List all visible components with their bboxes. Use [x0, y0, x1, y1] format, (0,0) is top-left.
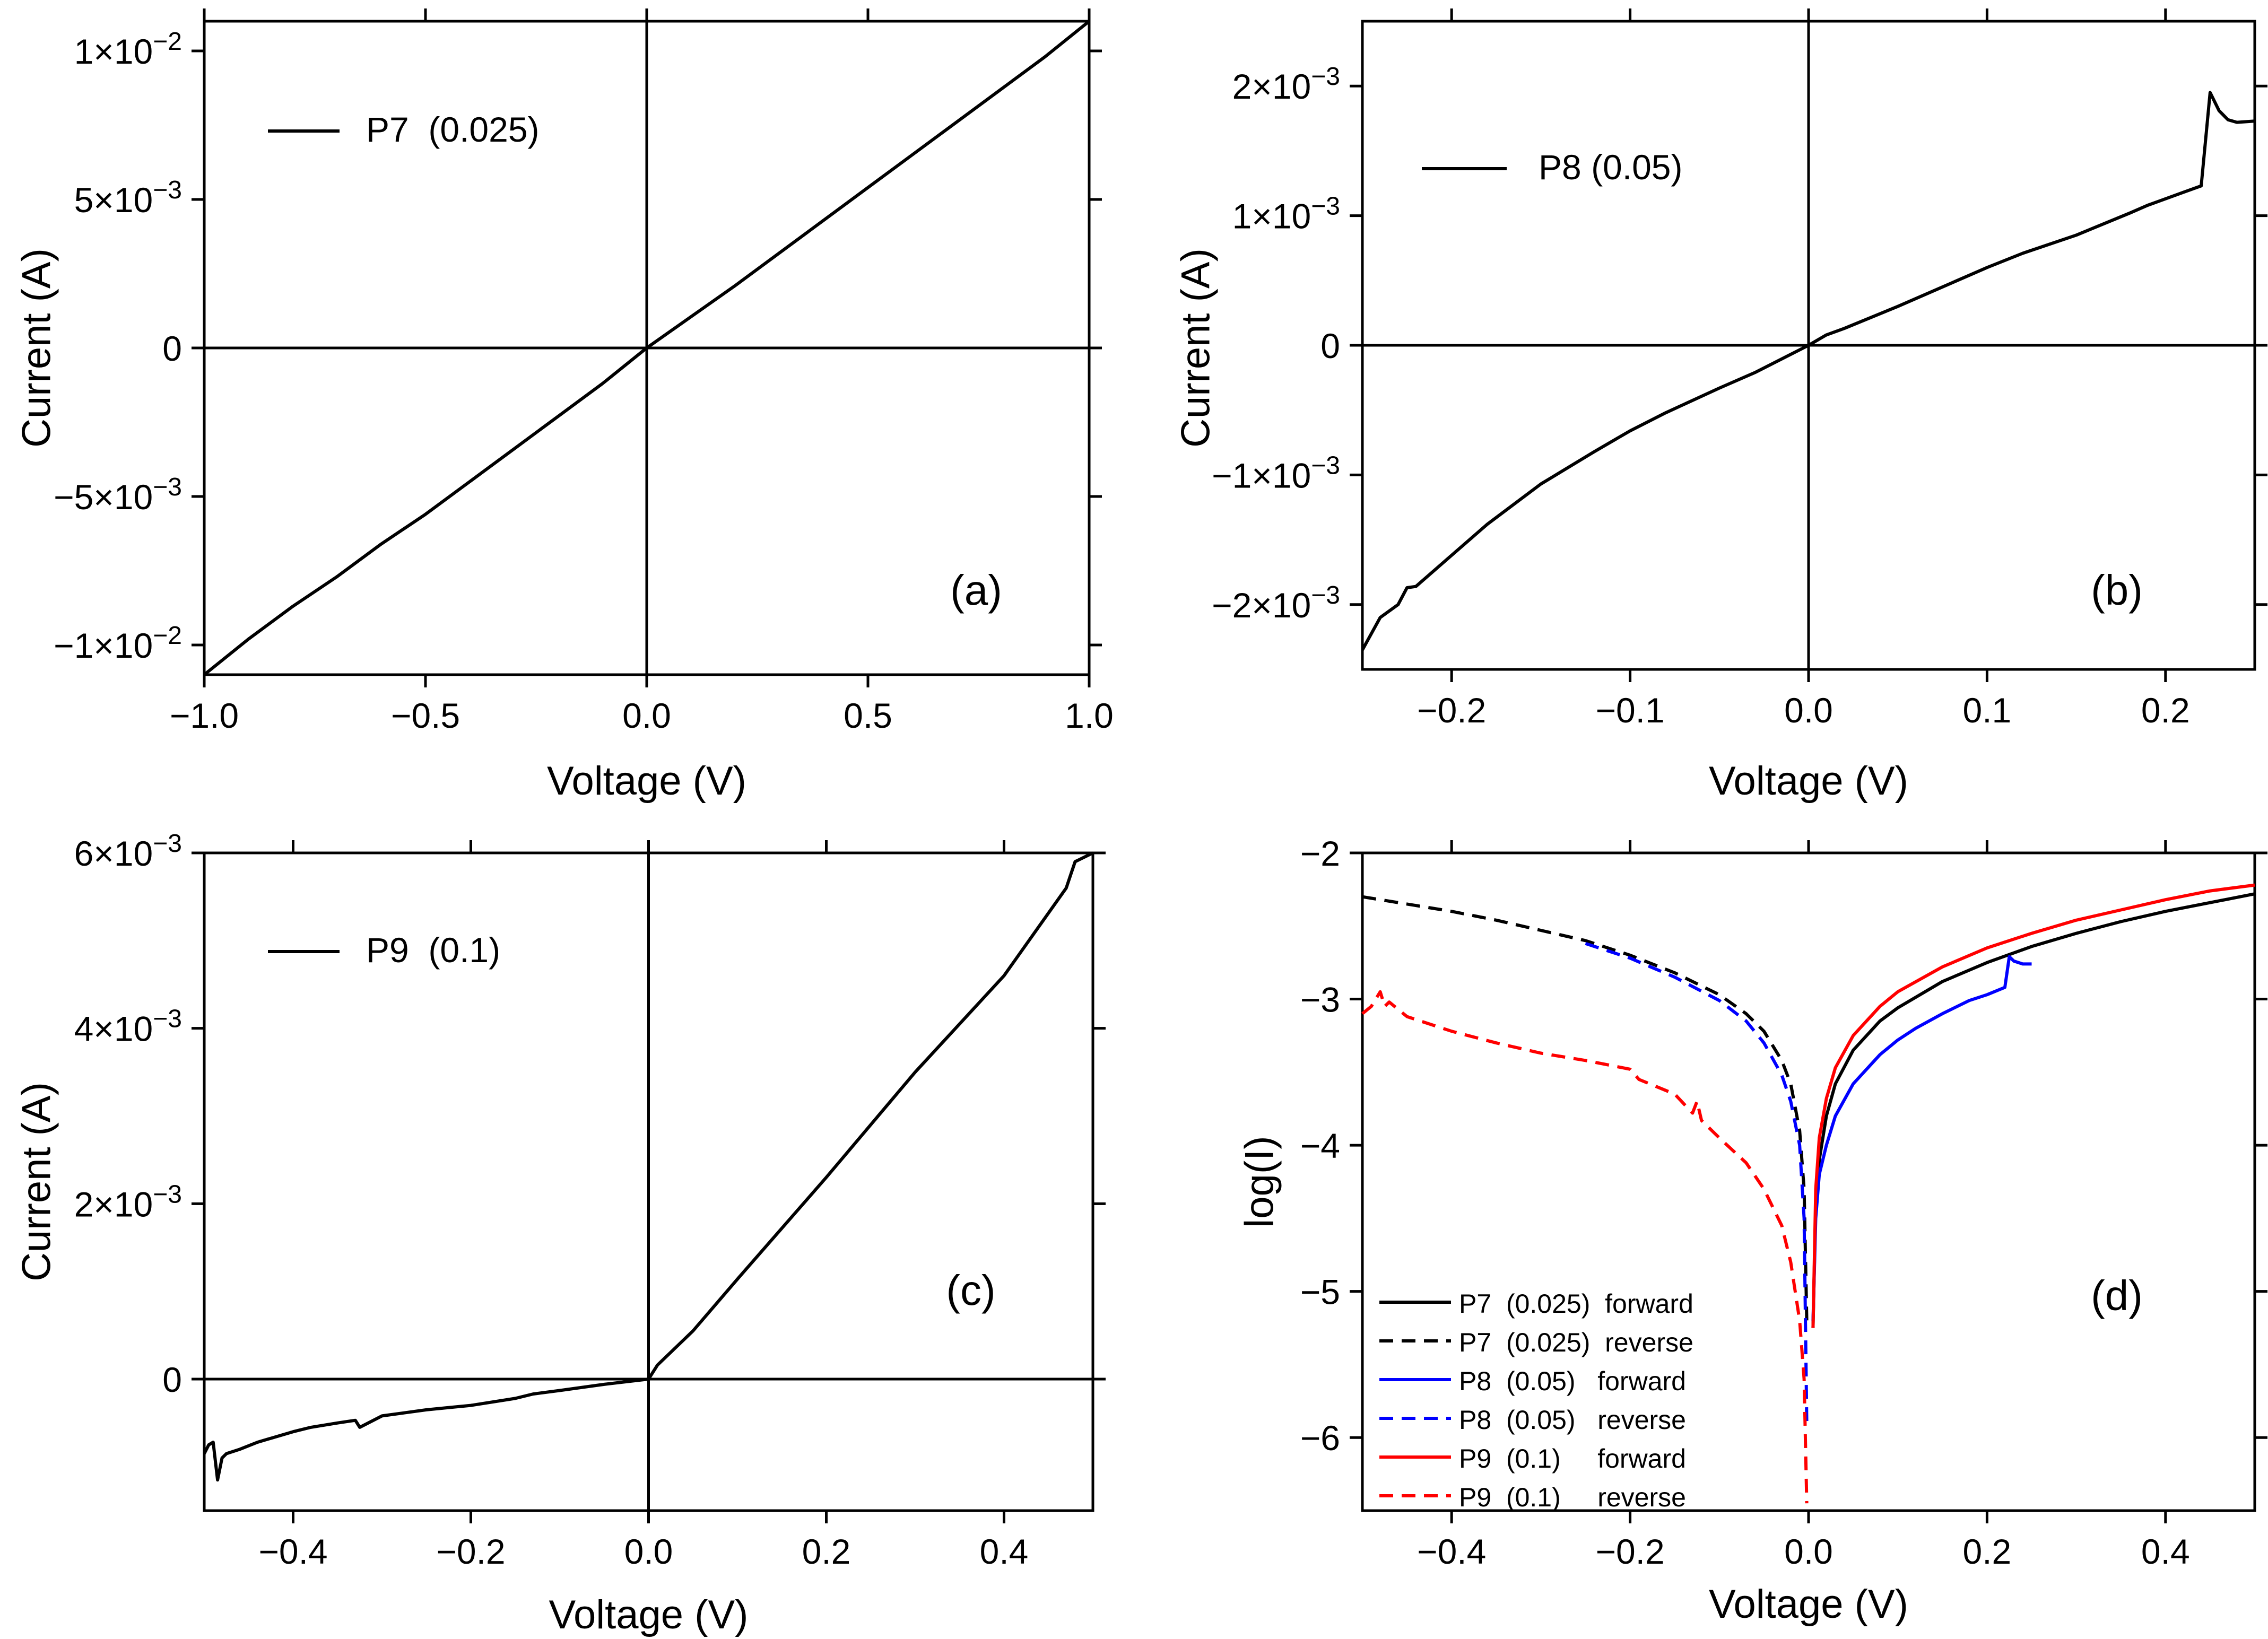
x-tick-label: −0.4 [1417, 1532, 1486, 1571]
x-tick-label: 0.4 [980, 1532, 1029, 1571]
y-axis-title: Current (A) [14, 1082, 59, 1281]
legend-label: P7 (0.025) [366, 110, 540, 149]
legend-label: P9 (0.1) reverse [1459, 1483, 1686, 1512]
y-tick-label: 2×10−3 [1232, 63, 1340, 106]
legend-label: P7 (0.025) reverse [1459, 1328, 1693, 1357]
x-tick-label: 1.0 [1065, 696, 1114, 735]
x-tick-label: 0.0 [624, 1532, 673, 1571]
y-tick-label: −2 [1300, 834, 1340, 873]
series-line-1 [1361, 91, 2255, 651]
y-tick-label: −6 [1300, 1418, 1340, 1458]
y-axis-title: log(I) [1237, 1136, 1282, 1227]
x-tick-label: 0.0 [1784, 1532, 1833, 1571]
series-line-6 [1361, 990, 1809, 1504]
panel-label: (d) [2091, 1272, 2143, 1319]
x-axis-title: Voltage (V) [1709, 1582, 1908, 1627]
y-tick-label: 1×10−2 [74, 28, 182, 71]
x-tick-label: −0.5 [391, 696, 460, 735]
x-tick-label: 0.4 [2141, 1532, 2190, 1571]
x-tick-label: 0.5 [844, 696, 892, 735]
x-axis-title: Voltage (V) [1709, 759, 1908, 804]
y-tick-label: −4 [1300, 1126, 1340, 1165]
y-tick-label: 4×10−3 [74, 1005, 182, 1049]
y-tick-label: −1×10−2 [54, 622, 182, 665]
x-tick-label: 0.0 [622, 696, 671, 735]
y-tick-label: −3 [1300, 980, 1340, 1019]
y-tick-label: −2×10−3 [1212, 581, 1340, 625]
x-tick-label: −0.2 [1595, 1532, 1664, 1571]
legend-label: P8 (0.05) reverse [1459, 1405, 1686, 1435]
panel-label: (c) [946, 1267, 995, 1314]
series-line-3 [1811, 955, 2032, 1321]
panel-2: −0.2 −0.1 0.0 0.1 0.2 −2×10−3 −1×10−3 0 1×10−3 2×… [1173, 8, 2267, 804]
series-line-1 [203, 20, 1090, 676]
y-tick-label: −5 [1300, 1272, 1340, 1312]
series-line-2 [1362, 895, 1809, 1321]
panel-label: (a) [950, 566, 1002, 614]
legend-label: P8 (0.05) forward [1459, 1366, 1686, 1396]
legend-label: P8 (0.05) [1539, 147, 1682, 187]
legend-label: P9 (0.1) forward [1459, 1444, 1686, 1474]
y-tick-label: 2×10−3 [74, 1180, 182, 1224]
y-tick-label: 1×10−3 [1232, 193, 1340, 236]
x-tick-label: 0.0 [1784, 691, 1833, 730]
x-tick-label: −0.2 [436, 1532, 505, 1571]
panel-3: −0.4 −0.2 0.0 0.2 0.4 0 2×10−3 4×10−3 6×10−3 P9 (… [14, 830, 1106, 1637]
y-tick-label: −1×10−3 [1212, 451, 1340, 495]
series-line-1 [203, 851, 1094, 1482]
y-axis-title: Current (A) [14, 248, 59, 448]
panel-1: −1.0 −0.5 0.0 0.5 1.0 −1×10−2 −5×10−3 0 5×10−3 1×… [14, 8, 1114, 804]
x-tick-label: 0.2 [2141, 691, 2190, 730]
y-tick-label: 0 [1320, 326, 1340, 365]
y-tick-label: −5×10−3 [54, 473, 182, 517]
legend-label: P7 (0.025) forward [1459, 1289, 1693, 1319]
x-tick-label: 0.2 [802, 1532, 851, 1571]
x-axis-title: Voltage (V) [549, 1592, 749, 1637]
y-tick-label: 6×10−3 [74, 830, 182, 873]
x-tick-label: 0.1 [1963, 691, 2012, 730]
panel-label: (b) [2091, 566, 2143, 614]
x-tick-label: −1.0 [170, 696, 239, 735]
x-tick-label: 0.2 [1963, 1532, 2012, 1571]
series-line-1 [1811, 892, 2255, 1328]
x-axis-title: Voltage (V) [547, 759, 746, 804]
series-line-4 [1585, 941, 1809, 1423]
x-tick-label: −0.2 [1417, 691, 1486, 730]
panel-4: −0.4 −0.2 0.0 0.2 0.4 −6 −5 −4 −3 −2 P7 (0.025) fo… [1237, 834, 2267, 1627]
x-tick-label: −0.1 [1595, 691, 1664, 730]
y-tick-label: 5×10−3 [74, 176, 182, 220]
series-line-5 [1811, 883, 2255, 1328]
y-axis-title: Current (A) [1173, 248, 1218, 448]
y-tick-label: 0 [162, 329, 182, 368]
legend-label: P9 (0.1) [366, 930, 500, 970]
y-tick-label: 0 [162, 1360, 182, 1399]
x-tick-label: −0.4 [258, 1532, 327, 1571]
